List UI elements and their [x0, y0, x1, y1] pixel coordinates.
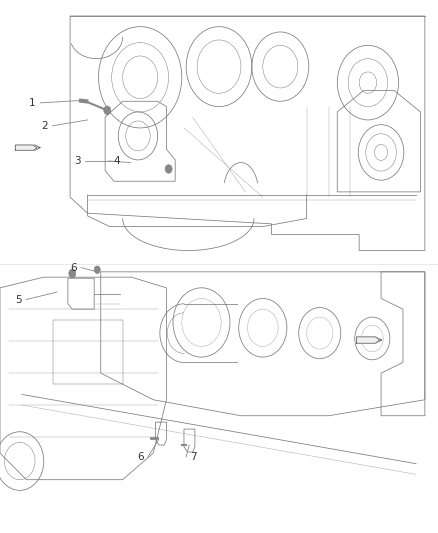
- Text: 3: 3: [74, 156, 81, 166]
- Circle shape: [165, 165, 172, 173]
- Text: 2: 2: [42, 121, 48, 131]
- Text: 1: 1: [29, 98, 36, 108]
- Text: 5: 5: [15, 295, 22, 304]
- Circle shape: [69, 269, 76, 278]
- Text: 6: 6: [70, 263, 77, 272]
- Text: 4: 4: [113, 156, 120, 166]
- Circle shape: [94, 266, 100, 273]
- Polygon shape: [15, 145, 37, 150]
- Polygon shape: [357, 337, 380, 343]
- Circle shape: [104, 106, 111, 115]
- Text: 6: 6: [137, 452, 144, 462]
- Text: FWD: FWD: [14, 144, 31, 151]
- Text: FWD: FWD: [357, 337, 373, 343]
- Text: 7: 7: [191, 452, 197, 462]
